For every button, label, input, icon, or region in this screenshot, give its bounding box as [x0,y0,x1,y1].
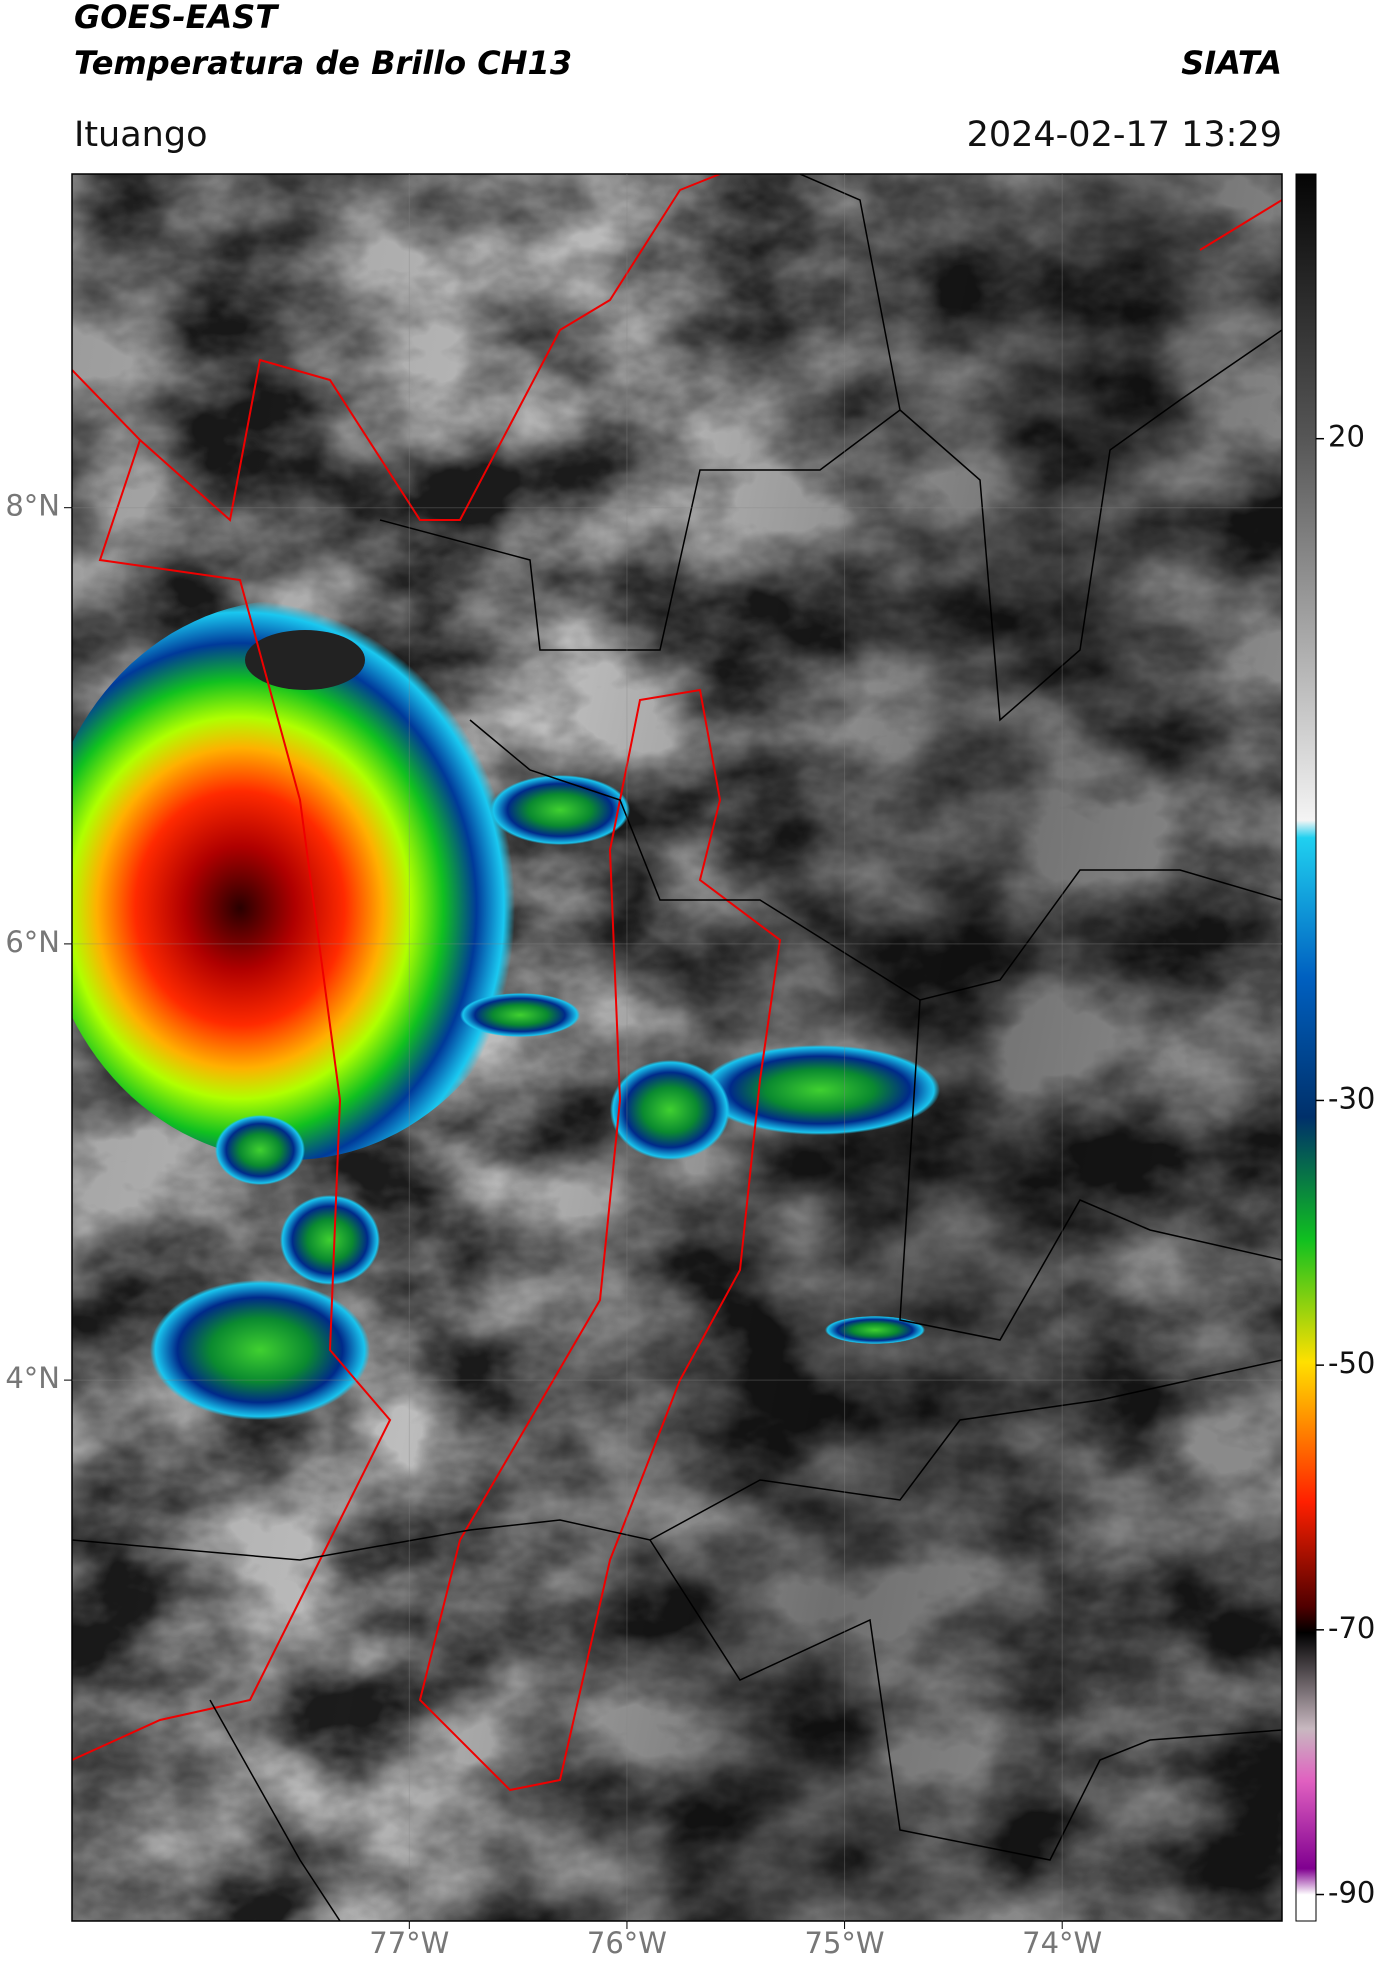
colorbar [1295,173,1317,1922]
colorbar-tick-label: -70 [1328,1611,1375,1645]
x-tick-label: 77°W [369,1926,449,1960]
x-tick-label: 76°W [587,1926,667,1960]
colorbar-ticks: 20 -30 -50 -70 -90 [1316,420,1375,1910]
source: SIATA [1181,44,1282,82]
y-tick-label: 4°N [5,1361,60,1395]
colorbar-tick-label: 20 [1328,420,1365,454]
y-tick-label: 6°N [5,925,60,959]
title: Temperatura de Brillo CH13 [74,44,572,82]
x-tick-label: 74°W [1022,1926,1102,1960]
colorbar-tick-label: -50 [1328,1346,1375,1380]
location: Ituango [74,115,208,155]
map-frame [71,173,1283,1922]
colorbar-tick-label: -90 [1328,1876,1375,1910]
colorbar-tick-label: -30 [1328,1081,1375,1115]
agency: GOES-EAST [74,0,279,36]
x-tick-label: 75°W [805,1926,885,1960]
y-tick-label: 8°N [5,489,60,523]
map-axes: 77°W 76°W 75°W 74°W 8°N 6°N 4°N [5,174,1282,1960]
satellite-image [72,174,1282,1921]
datetime: 2024-02-17 13:29 [967,115,1282,155]
